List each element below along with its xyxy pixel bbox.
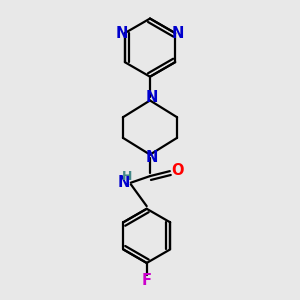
- Text: N: N: [146, 90, 158, 105]
- Text: N: N: [118, 175, 130, 190]
- Text: O: O: [171, 163, 183, 178]
- Text: N: N: [116, 26, 128, 40]
- Text: H: H: [122, 169, 133, 183]
- Text: N: N: [172, 26, 184, 40]
- Text: N: N: [146, 150, 158, 165]
- Text: F: F: [142, 273, 152, 288]
